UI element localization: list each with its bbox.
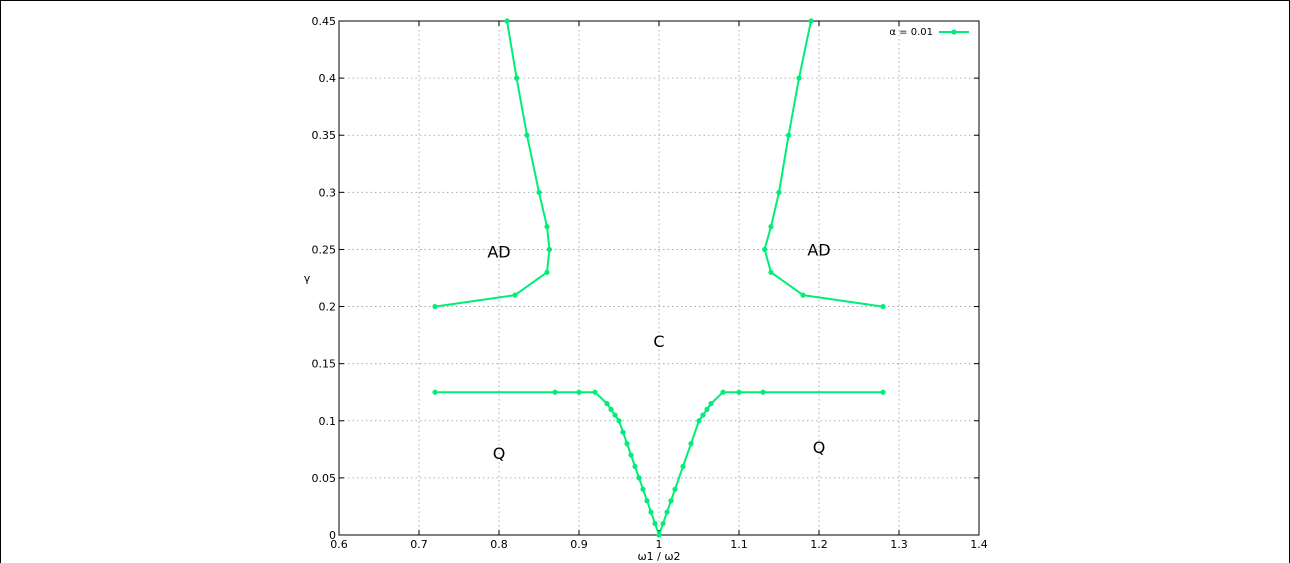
y-tick-label: 0.35 [312, 129, 337, 142]
data-point [696, 418, 702, 424]
y-tick-label: 0.1 [319, 415, 337, 428]
data-point [700, 412, 706, 418]
data-point [760, 389, 766, 395]
region-label: Q [813, 438, 826, 457]
data-point [708, 401, 714, 407]
data-point [524, 132, 530, 138]
data-point [680, 463, 686, 470]
legend: α = 0.01 [889, 27, 969, 38]
data-point [672, 486, 678, 492]
series-layer [432, 18, 886, 538]
x-tick-label: 0.8 [490, 538, 508, 551]
data-point [504, 18, 510, 24]
data-point [552, 389, 558, 395]
data-point [648, 509, 654, 515]
series-line [434, 20, 551, 308]
data-point [616, 418, 622, 424]
x-tick-label: 1.3 [890, 538, 908, 551]
x-tick-label: 1 [656, 538, 663, 551]
data-point [808, 18, 814, 24]
data-point [512, 292, 518, 298]
data-point [432, 389, 438, 395]
data-point [612, 412, 618, 418]
y-tick-label: 0.3 [319, 186, 337, 199]
data-point [796, 75, 802, 81]
data-point [632, 463, 638, 470]
y-tick-label: 0.2 [319, 301, 337, 314]
data-point [544, 224, 550, 230]
data-point [628, 452, 634, 458]
x-axis-label: ω1 / ω2 [637, 550, 680, 563]
y-tick-label: 0.15 [312, 358, 337, 371]
data-point [656, 532, 662, 538]
data-point [608, 406, 614, 412]
x-tick-label: 1.4 [970, 538, 988, 551]
data-point [536, 189, 542, 195]
data-point [776, 189, 782, 195]
data-point [668, 498, 674, 504]
region-label: AD [487, 243, 510, 262]
x-tick-label: 1.2 [810, 538, 828, 551]
data-point [636, 475, 642, 481]
data-point [624, 441, 630, 447]
y-axis-label: γ [304, 272, 311, 285]
data-point [720, 389, 726, 395]
grid [339, 21, 979, 535]
region-label: C [653, 332, 664, 351]
y-tick-label: 0.05 [312, 472, 337, 485]
legend-swatch-point [951, 29, 957, 35]
data-point [644, 498, 650, 504]
data-point [432, 303, 438, 310]
x-tick-label: 0.7 [410, 538, 428, 551]
data-point [736, 389, 742, 395]
x-tick-label: 1.1 [730, 538, 748, 551]
region-label: AD [807, 240, 830, 259]
y-tick-label: 0.45 [312, 15, 337, 28]
data-point [704, 406, 710, 412]
data-point [514, 75, 520, 81]
data-point [880, 303, 886, 310]
y-tick-label: 0 [329, 529, 336, 542]
data-point [592, 389, 598, 395]
data-point [620, 429, 626, 435]
data-point [664, 509, 670, 515]
data-point [660, 520, 666, 527]
data-point [544, 269, 550, 275]
series-line [763, 20, 884, 308]
data-point [640, 486, 646, 492]
y-tick-label: 0.4 [319, 72, 337, 85]
data-point [762, 246, 768, 253]
data-point [604, 401, 610, 407]
legend-label: α = 0.01 [889, 27, 933, 38]
data-point [880, 389, 886, 395]
data-point [800, 292, 806, 298]
data-point [546, 246, 553, 253]
x-tick-label: 0.6 [330, 538, 348, 551]
x-tick-label: 0.9 [570, 538, 588, 551]
data-point [768, 269, 774, 275]
region-label: Q [493, 444, 506, 463]
data-point [576, 389, 582, 395]
data-point [688, 441, 694, 447]
annotations: AD AD C Q Q [487, 240, 830, 462]
data-point [768, 224, 774, 230]
y-tick-label: 0.25 [312, 243, 337, 256]
data-point [786, 132, 792, 138]
data-point [652, 520, 658, 527]
axis-ticks: 0.6 0.7 0.8 0.9 1 1.1 1.2 1.3 1.4 0 0.05 0.1 0.15 0.2… [312, 15, 988, 551]
